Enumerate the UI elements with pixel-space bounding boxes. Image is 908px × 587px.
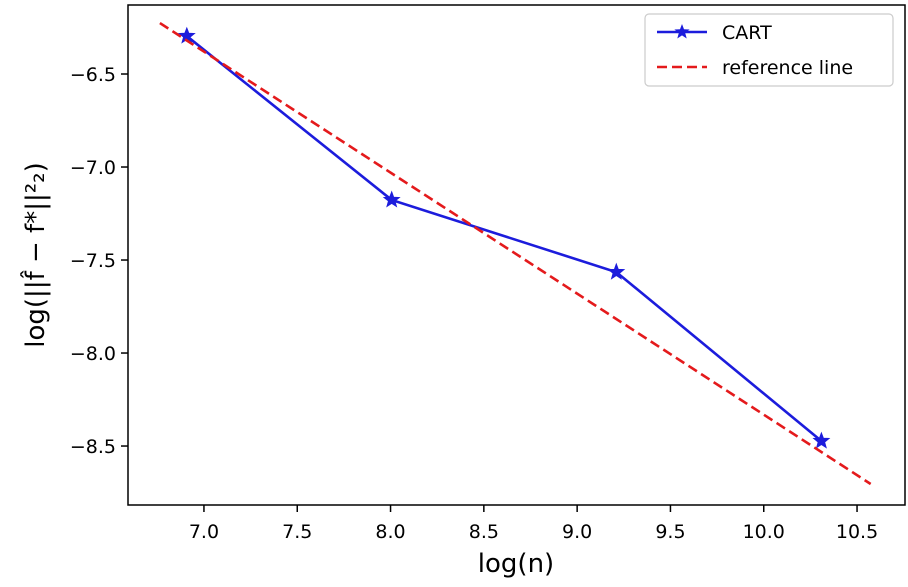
legend-marker: [674, 24, 690, 39]
point-marker: [382, 190, 401, 208]
x-tick-label: 9.5: [655, 521, 685, 543]
y-axis-label: log(||f̂ − f*||²₂): [19, 162, 51, 347]
series-line: [185, 35, 823, 443]
point-marker: [812, 431, 831, 449]
point-marker: [607, 262, 626, 280]
legend-label: reference line: [722, 57, 853, 79]
x-axis-label: log(n): [478, 549, 554, 579]
y-tick-label: −6.5: [70, 64, 116, 86]
y-tick-label: −8.0: [70, 343, 116, 365]
x-tick-label: 10.5: [836, 521, 878, 543]
y-tick-label: −7.5: [70, 250, 116, 272]
legend-label: CART: [722, 22, 772, 44]
y-tick-label: −7.0: [70, 157, 116, 179]
plot-frame: [127, 4, 906, 506]
series-line: [159, 21, 872, 486]
x-tick-label: 9.0: [562, 521, 592, 543]
x-tick-label: 7.0: [189, 521, 219, 543]
x-tick-label: 8.5: [469, 521, 499, 543]
x-tick-label: 8.0: [375, 521, 405, 543]
y-tick-label: −8.5: [70, 436, 116, 458]
x-tick-label: 10.0: [743, 521, 785, 543]
x-tick-label: 7.5: [282, 521, 312, 543]
